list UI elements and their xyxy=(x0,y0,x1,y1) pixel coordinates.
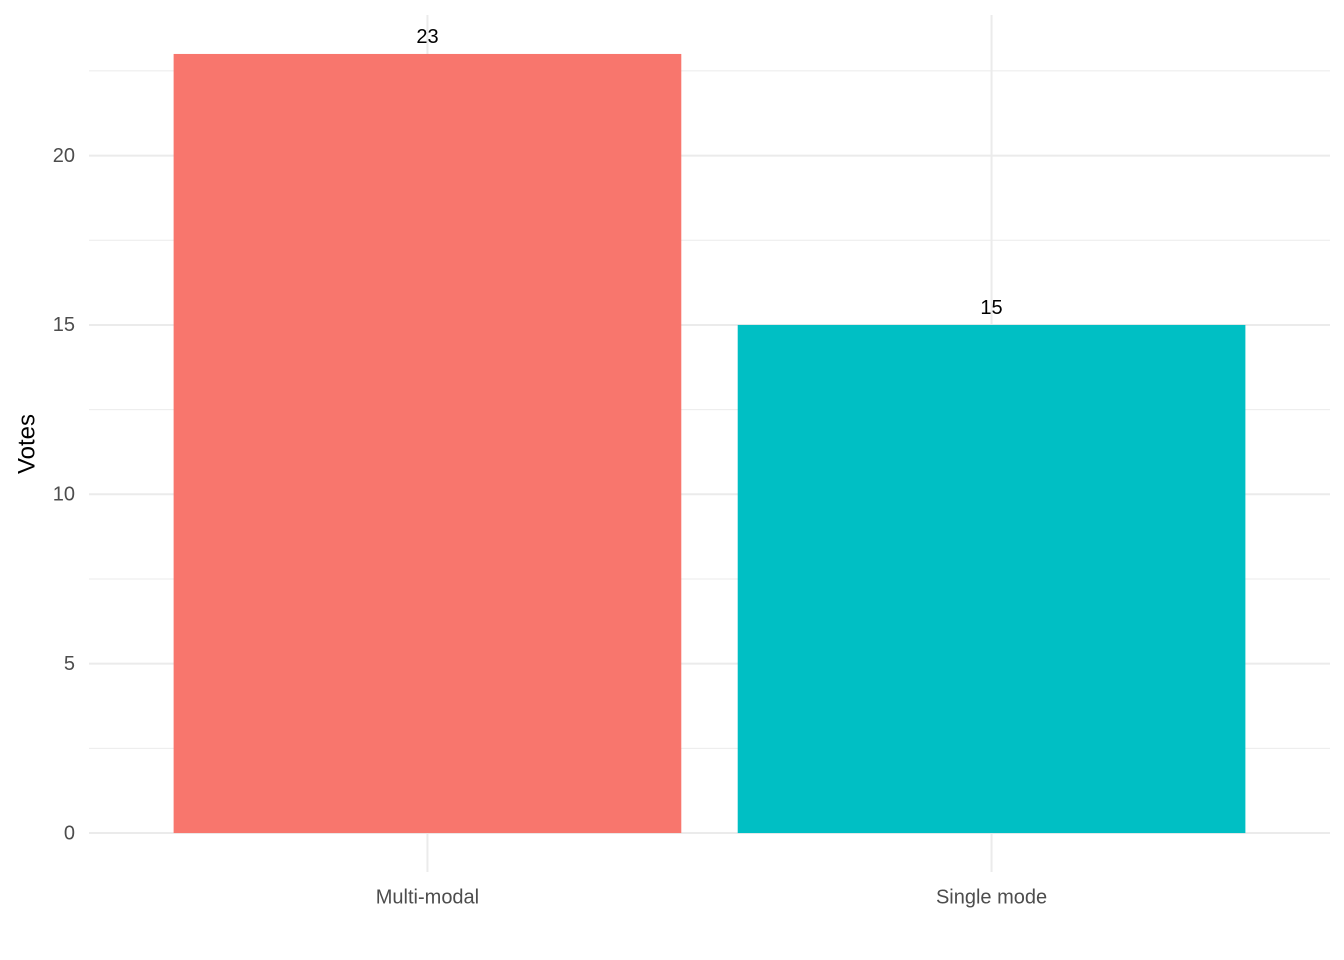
y-tick-label: 0 xyxy=(64,822,75,844)
x-tick-label: Multi-modal xyxy=(376,886,479,908)
y-tick-label: 20 xyxy=(53,145,75,167)
y-tick-label: 5 xyxy=(64,653,75,675)
bar xyxy=(173,53,682,834)
data-label: 23 xyxy=(416,26,438,48)
x-tick-label: Single mode xyxy=(936,886,1047,908)
y-tick-label: 15 xyxy=(53,314,75,336)
bar xyxy=(737,324,1246,834)
y-axis-title: Votes xyxy=(13,414,40,474)
data-label: 15 xyxy=(980,297,1002,319)
y-tick-label: 10 xyxy=(53,484,75,506)
